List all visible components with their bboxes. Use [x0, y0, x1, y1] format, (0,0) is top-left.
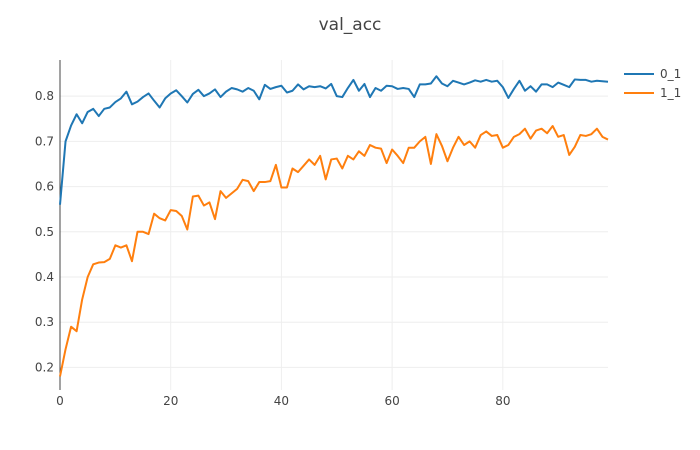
- series-layer: [59, 75, 609, 377]
- y-tick-label: 0.8: [35, 89, 54, 103]
- y-tick-label: 0.2: [35, 360, 54, 374]
- legend-label: 0_1: [660, 67, 681, 81]
- legend[interactable]: 0_11_1: [624, 67, 681, 100]
- series-line-0_1: [59, 75, 609, 205]
- x-tick-label: 0: [56, 394, 64, 408]
- y-tick-label: 0.6: [35, 180, 54, 194]
- tick-label-layer: 0.2 0.3 0.4 0.5 0.6 0.7 0.8 0 20 40 60 80: [35, 89, 511, 408]
- x-tick-label: 80: [495, 394, 510, 408]
- legend-label: 1_1: [660, 86, 681, 100]
- x-tick-label: 60: [384, 394, 399, 408]
- x-tick-label: 20: [163, 394, 178, 408]
- x-tick-label: 40: [274, 394, 289, 408]
- legend-item-0_1[interactable]: 0_1: [624, 67, 681, 81]
- y-tick-label: 0.7: [35, 134, 54, 148]
- y-tick-label: 0.4: [35, 270, 54, 284]
- chart-title: val_acc: [319, 15, 382, 35]
- grid-layer: [60, 60, 608, 390]
- series-line-1_1: [59, 125, 609, 377]
- legend-item-1_1[interactable]: 1_1: [624, 86, 681, 100]
- y-tick-label: 0.3: [35, 315, 54, 329]
- y-tick-label: 0.5: [35, 225, 54, 239]
